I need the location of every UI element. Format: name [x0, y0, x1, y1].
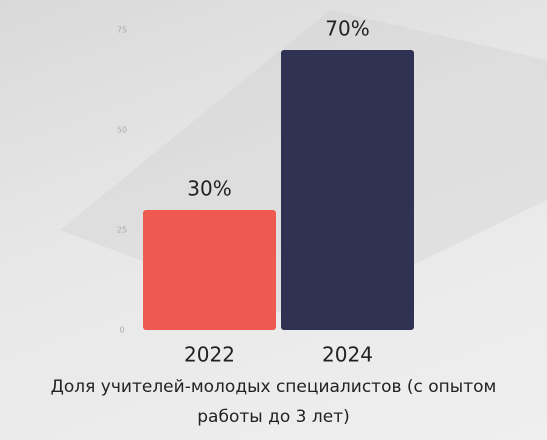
y-tick-label: 75: [117, 26, 127, 35]
y-tick-label: 50: [117, 126, 127, 135]
bar: [281, 50, 414, 330]
x-tick-label: 2022: [184, 343, 235, 367]
value-label: 30%: [187, 177, 231, 201]
caption: Доля учителей-молодых специалистов (с оп…: [50, 377, 497, 427]
bar: [143, 210, 276, 330]
x-tick-label: 2024: [322, 343, 373, 367]
y-tick-label: 25: [117, 226, 127, 235]
value-label: 70%: [325, 17, 369, 41]
y-tick-label: 0: [119, 326, 124, 335]
